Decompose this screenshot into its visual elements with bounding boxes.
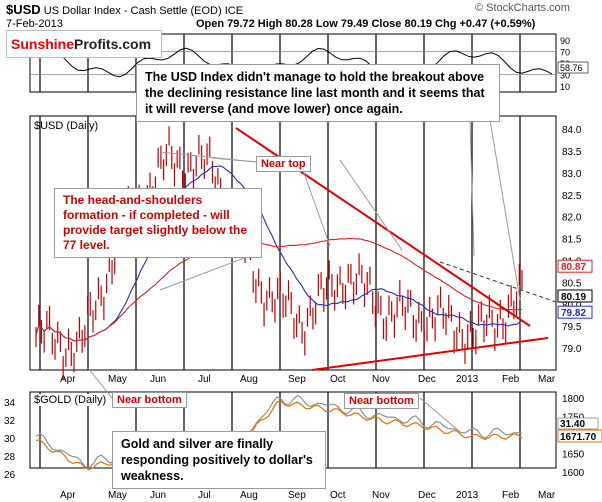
gold-x-tick-label: Dec <box>418 490 436 501</box>
gold-right-tick-label: 1650 <box>562 450 585 461</box>
logo-part-sunshine: Sunshine <box>11 36 75 52</box>
rsi-tick-label: 90 <box>560 36 570 46</box>
main-x-tick-label: Jul <box>198 374 211 385</box>
main-y-tick-label: 82.0 <box>562 213 582 224</box>
gold-left-tick-label: 26 <box>4 470 16 481</box>
main-y-tick-label: 79.0 <box>562 344 582 355</box>
rsi-tick-label: 30 <box>560 71 570 81</box>
gold-value-label: 1671.70 <box>560 432 597 443</box>
gold-x-tick-label: May <box>108 490 127 501</box>
main-value-label: 80.87 <box>561 262 586 273</box>
logo: SunshineProfits.com <box>6 30 162 58</box>
annotation-pointer <box>339 159 403 251</box>
gold-left-tick-label: 30 <box>4 434 16 445</box>
main-value-box <box>557 289 593 303</box>
main-y-tick-label: 80.5 <box>562 278 582 289</box>
chart-header: $USD US Dollar Index - Cash Settle (EOD)… <box>6 2 243 17</box>
chart-date: 7-Feb-2013 <box>6 18 63 30</box>
annotation-pointer <box>87 367 113 399</box>
chart-title: US Dollar Index - Cash Settle (EOD) ICE <box>43 5 244 17</box>
gold-x-tick-label: Aug <box>240 490 258 501</box>
main-x-tick-label: Oct <box>330 374 346 385</box>
annotation-pointer <box>211 157 257 163</box>
symbol: $USD <box>6 2 41 17</box>
rsi-tick-label: 70 <box>560 47 570 57</box>
annotation-pointer <box>159 251 261 291</box>
silver-value-box <box>557 417 599 430</box>
watermark: © StockCharts.com <box>475 2 570 14</box>
gold-x-tick-label: Jun <box>150 490 166 501</box>
main-y-tick-label: 79.5 <box>562 322 582 333</box>
main-y-tick-label: 82.5 <box>562 191 582 202</box>
main-x-tick-label: Nov <box>372 374 390 385</box>
gold-x-tick-label: Sep <box>288 490 306 501</box>
main-x-tick-label: Mar <box>538 374 556 385</box>
gold-left-tick-label: 28 <box>4 452 16 463</box>
main-x-tick-label: Aug <box>240 374 258 385</box>
main-x-tick-label: May <box>108 374 127 385</box>
annotation-pointer <box>469 119 475 257</box>
main-y-tick-label: 83.5 <box>562 147 582 158</box>
main-value-box <box>557 259 593 273</box>
annotation-head-and-shoulders: The head-and-shoulders formation - if co… <box>54 188 262 258</box>
rsi-value-box <box>557 61 589 74</box>
gold-right-tick-label: 1800 <box>562 394 585 405</box>
annotation-pointer <box>419 397 461 433</box>
label-near-top: Near top <box>256 156 311 172</box>
main-x-tick-label: Dec <box>418 374 436 385</box>
main-y-tick-label: 83.0 <box>562 169 582 180</box>
gold-x-tick-label: Oct <box>330 490 346 501</box>
logo-part-profits: Profits.com <box>74 36 152 52</box>
gold-x-tick-label: 2013 <box>456 490 479 501</box>
gold-x-tick-label: Nov <box>372 490 390 501</box>
gold-x-tick-label: Feb <box>502 490 520 501</box>
main-x-tick-label: Jun <box>150 374 166 385</box>
label-near-bottom-left: Near bottom <box>112 392 187 408</box>
main-value-label: 80.19 <box>561 292 586 303</box>
quote-line: Open 79.72 High 80.28 Low 79.49 Close 80… <box>196 18 536 30</box>
gold-value-box <box>557 429 602 443</box>
gold-x-tick-label: Apr <box>60 490 76 501</box>
annotation-pointer <box>489 119 521 301</box>
gold-x-tick-label: Jul <box>198 490 211 501</box>
main-x-tick-label: 2013 <box>456 374 479 385</box>
main-panel-label: $USD (Daily) <box>34 120 99 132</box>
neckline-support-line <box>311 337 549 371</box>
main-x-tick-label: Sep <box>288 374 306 385</box>
main-x-tick-label: Apr <box>60 374 76 385</box>
moving-average-long <box>35 237 523 342</box>
gold-left-tick-label: 32 <box>4 416 16 427</box>
annotation-breakout: The USD Index didn't manage to hold the … <box>136 64 500 122</box>
annotation-pointer <box>299 161 331 247</box>
moving-average-short <box>35 165 523 342</box>
rsi-tick-label: 10 <box>560 82 570 92</box>
main-value-box <box>557 305 593 319</box>
main-y-tick-label: 84.0 <box>562 125 582 136</box>
resistance-extension-dashed <box>439 261 557 303</box>
gold-right-tick-label: 1600 <box>562 468 585 479</box>
label-near-bottom-right: Near bottom <box>344 393 419 409</box>
gold-left-tick-label: 34 <box>4 398 16 409</box>
gold-x-tick-label: Mar <box>538 490 556 501</box>
main-y-tick-label: 81.5 <box>562 235 582 246</box>
gold-panel-label: $GOLD (Daily) <box>34 394 107 406</box>
silver-value-label: 31.40 <box>560 419 585 430</box>
main-x-tick-label: Feb <box>502 374 520 385</box>
main-value-label: 79.82 <box>561 308 586 319</box>
annotation-gold-silver: Gold and silver are finally responding p… <box>112 431 326 489</box>
rsi-value-label: 58.76 <box>560 63 583 73</box>
